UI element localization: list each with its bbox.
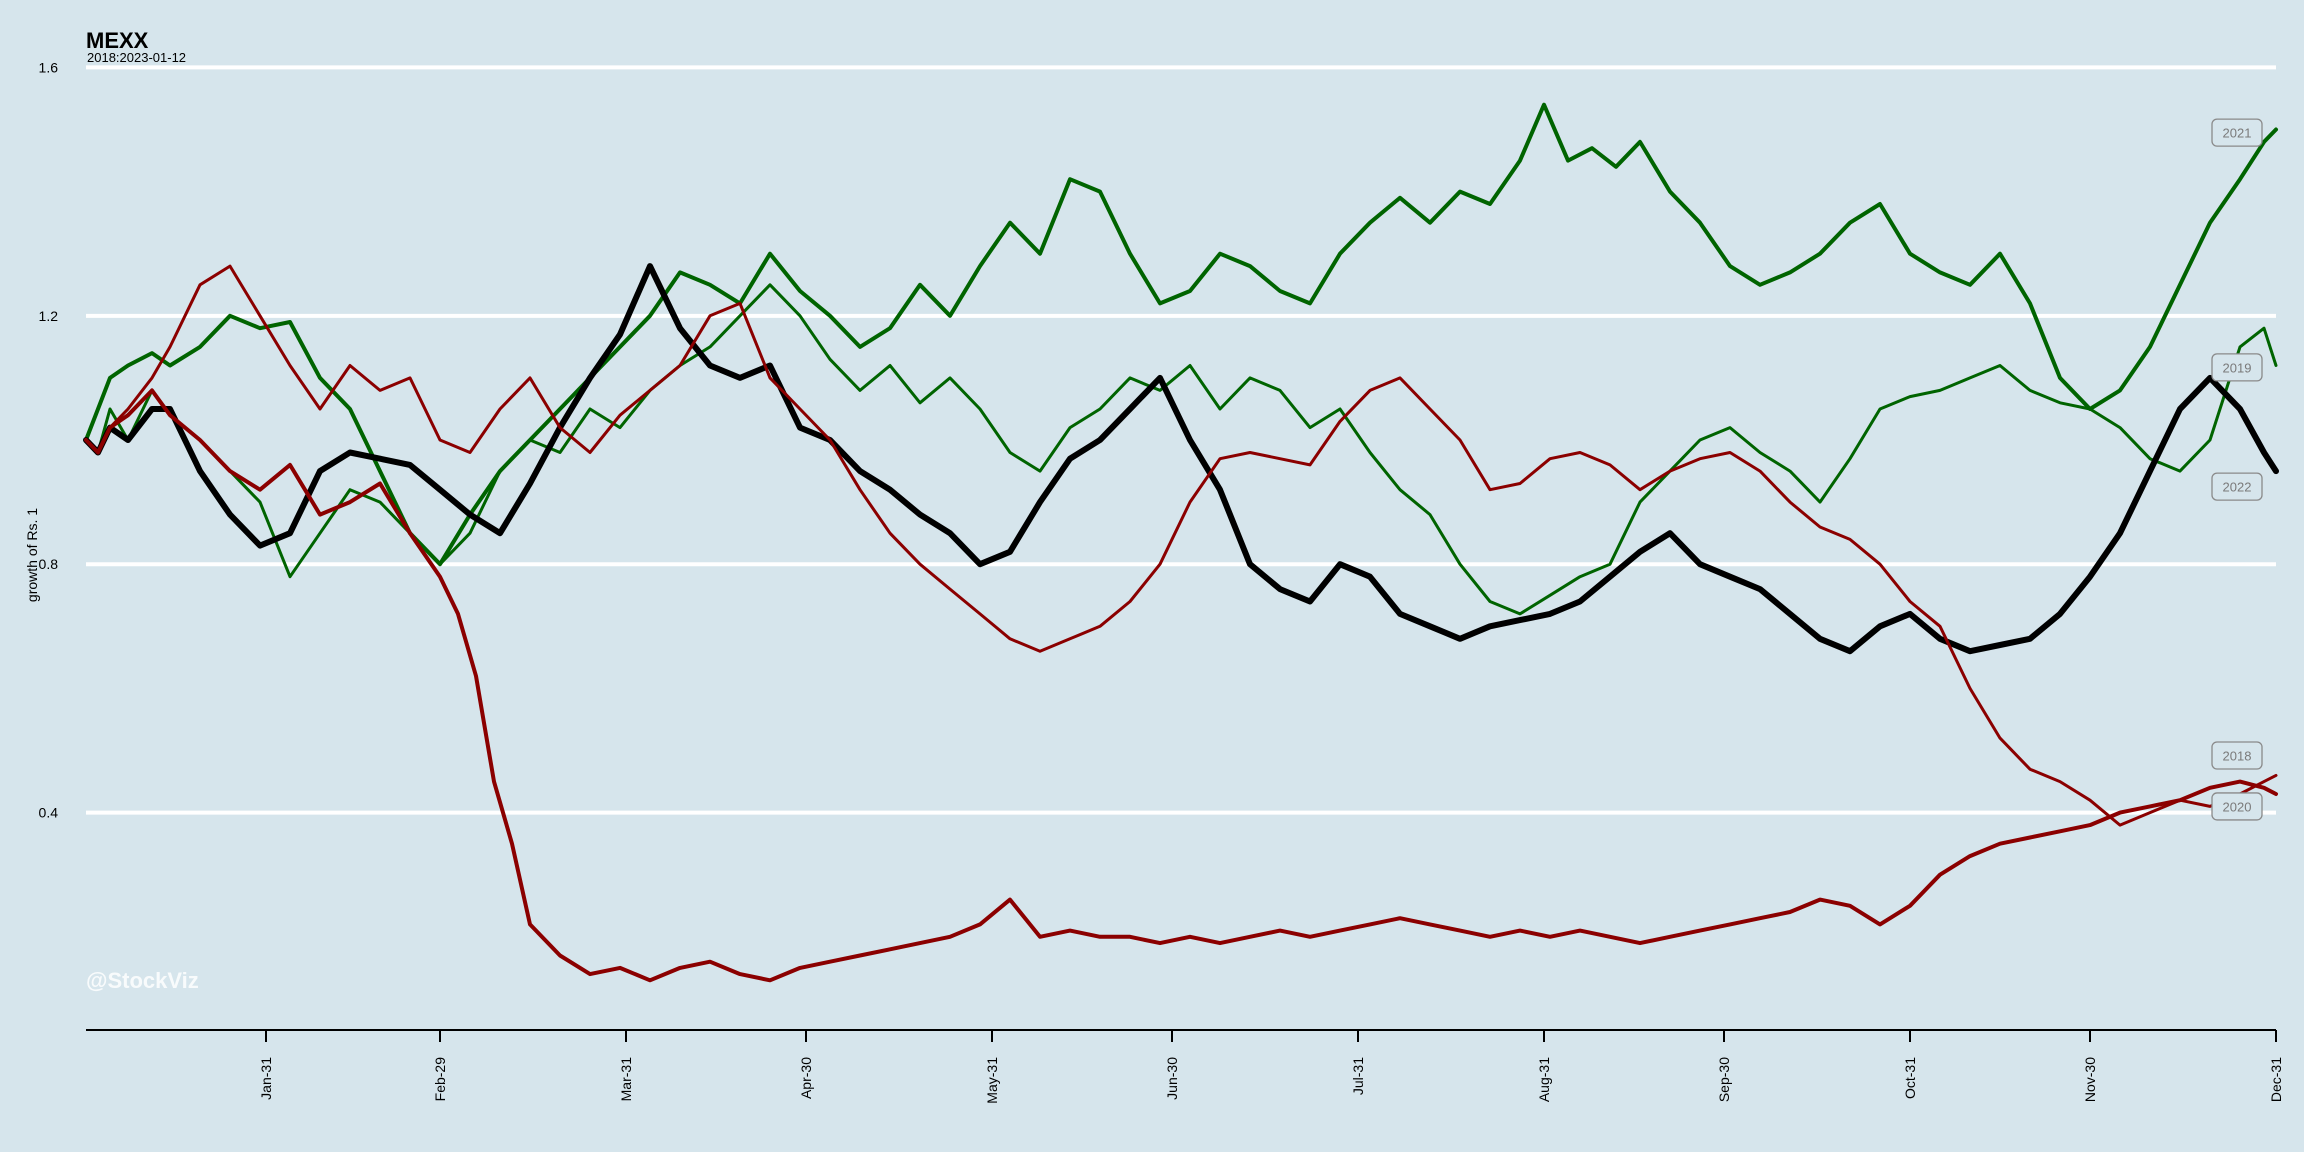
end-labels: 2021 2019 2022 2018 2020 — [2211, 118, 2263, 821]
x-tick-label-11: Dec-31 — [2268, 1057, 2284, 1102]
end-label-box-2020 — [2211, 792, 2263, 821]
watermark: @StockViz — [86, 968, 199, 993]
end-label-box-2022 — [2211, 472, 2263, 501]
x-tick-label-9: Oct-31 — [1902, 1057, 1918, 1099]
series-line-2022 — [83, 263, 2279, 655]
end-label-box-2019 — [2211, 353, 2263, 382]
y-tick-label-0: 0.4 — [39, 805, 59, 821]
series-line-2019 — [84, 283, 2278, 616]
x-tick-label-0: Jan-31 — [258, 1057, 274, 1100]
x-tick-label-1: Feb-29 — [432, 1057, 448, 1102]
end-label-box-2021 — [2211, 118, 2263, 147]
y-tick-label-1: 0.8 — [39, 556, 59, 572]
series-group — [83, 102, 2279, 983]
x-tick-label-10: Nov-30 — [2082, 1057, 2098, 1102]
end-label-2019: 2019 — [2223, 360, 2252, 375]
series-line-2020 — [84, 388, 2278, 983]
y-tick-label-2: 1.2 — [39, 308, 59, 324]
x-tick-label-6: Jul-31 — [1350, 1057, 1366, 1095]
x-tick-label-2: Mar-31 — [618, 1057, 634, 1102]
end-label-2020: 2020 — [2223, 799, 2252, 814]
chart-subtitle: 2018:2023-01-12 — [87, 50, 186, 65]
end-label-box-2018 — [2211, 741, 2263, 770]
x-tick-label-8: Sep-30 — [1716, 1057, 1732, 1102]
y-axis-label: growth of Rs. 1 — [24, 508, 40, 602]
end-label-2018: 2018 — [2223, 749, 2252, 764]
x-axis: Jan-31 Feb-29 Mar-31 Apr-30 May-31 Jun-30 Jul-… — [86, 1029, 2284, 1104]
series-line-2018 — [84, 264, 2278, 827]
y-tick-label-3: 1.6 — [39, 59, 59, 75]
chart-title: MEXX — [86, 28, 149, 53]
end-label-2021: 2021 — [2223, 126, 2252, 141]
end-label-2022: 2022 — [2223, 480, 2252, 495]
x-tick-label-7: Aug-31 — [1536, 1057, 1552, 1102]
x-tick-label-4: May-31 — [984, 1057, 1000, 1104]
x-tick-label-5: Jun-30 — [1164, 1057, 1180, 1100]
y-axis-ticks: 0.4 0.8 1.2 1.6 — [39, 59, 59, 820]
x-tick-label-3: Apr-30 — [798, 1057, 814, 1099]
gridlines — [86, 65, 2276, 815]
